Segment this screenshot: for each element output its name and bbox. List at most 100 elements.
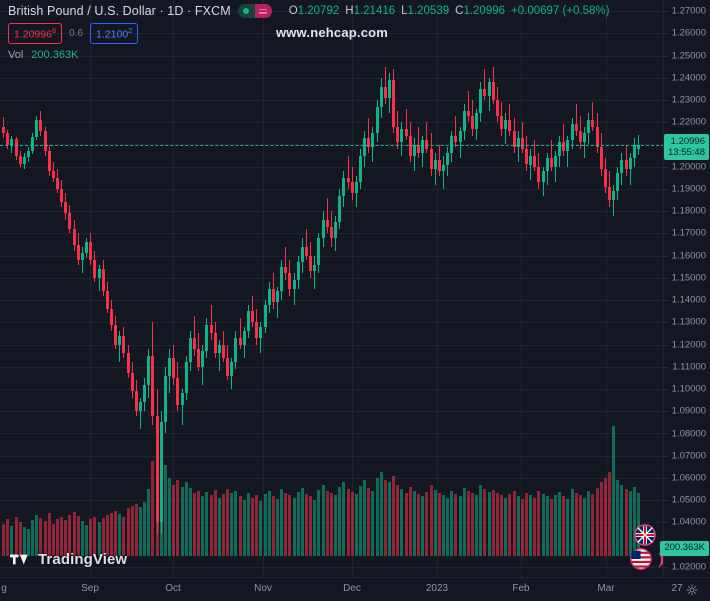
- volume-bar: [416, 494, 420, 556]
- candle-body: [63, 202, 67, 214]
- volume-bar: [9, 525, 13, 556]
- price-tick-mark: [664, 100, 668, 101]
- price-tick-label: 1.15000: [671, 272, 706, 284]
- volume-bar: [441, 495, 445, 556]
- watermark-text: www.nehcap.com: [275, 25, 389, 40]
- volume-bar: [346, 488, 350, 556]
- candle-body: [487, 82, 491, 96]
- price-tick-mark: [664, 33, 668, 34]
- chart-plot-area[interactable]: [0, 0, 664, 578]
- grid-line-horizontal: [0, 256, 664, 257]
- candle-body: [250, 311, 254, 323]
- candle-body: [470, 115, 474, 129]
- tradingview-mark-icon: [10, 552, 32, 567]
- grid-line-horizontal: [0, 389, 664, 390]
- price-tick-mark: [664, 522, 668, 523]
- price-tick-mark: [664, 411, 668, 412]
- price-tick-label: 1.07000: [671, 450, 706, 462]
- candle-body: [188, 337, 192, 363]
- candle-body: [142, 384, 146, 403]
- time-tick-label: 27: [671, 583, 683, 594]
- candle-body: [395, 126, 399, 143]
- volume-bar: [404, 493, 408, 556]
- candle-body: [92, 260, 96, 278]
- current-price-badge[interactable]: 1.20996 13:55:48: [664, 133, 709, 161]
- price-tick-label: 1.11000: [672, 361, 706, 373]
- price-scale[interactable]: 1.27000 1.26000 1.25000 1.24000 1.23000 1.220…: [660, 0, 710, 578]
- volume-bar: [221, 494, 225, 556]
- candle-body: [213, 333, 217, 354]
- candle-wick: [306, 228, 307, 261]
- chart-grid: [0, 0, 664, 578]
- volume-bar: [470, 493, 474, 556]
- volume-bar: [275, 498, 279, 556]
- volume-bar: [549, 498, 553, 556]
- candle-body: [209, 324, 213, 334]
- candle-wick: [468, 91, 469, 123]
- volume-bar: [399, 488, 403, 556]
- candle-body: [466, 111, 470, 116]
- gear-icon[interactable]: [686, 583, 698, 596]
- candle-body: [383, 86, 387, 98]
- candle-wick: [551, 140, 552, 172]
- volume-bar: [84, 524, 88, 556]
- price-tick-mark: [664, 256, 668, 257]
- candle-body: [246, 311, 250, 332]
- candle-body: [76, 244, 80, 261]
- grid-line-horizontal: [0, 278, 664, 279]
- volume-bar: [582, 497, 586, 556]
- candle-wick: [522, 122, 523, 154]
- candle-body: [375, 106, 379, 134]
- candle-body: [424, 140, 428, 149]
- volume-bar: [38, 518, 42, 556]
- volume-bar: [503, 497, 507, 556]
- grid-line-vertical: [173, 0, 174, 578]
- volume-bar: [362, 480, 366, 556]
- candle-body: [619, 160, 623, 174]
- grid-line-horizontal: [0, 345, 664, 346]
- volume-bar: [254, 495, 258, 556]
- candle-body: [565, 140, 569, 152]
- grid-line-horizontal: [0, 144, 664, 145]
- volume-bar: [171, 484, 175, 556]
- candle-body: [321, 220, 325, 238]
- candle-body: [105, 291, 109, 309]
- candle-body: [495, 100, 499, 116]
- candle-body: [337, 195, 341, 223]
- candle-wick: [592, 102, 593, 132]
- candle-body: [358, 155, 362, 183]
- uk-flag-button[interactable]: [634, 524, 656, 546]
- volume-bar: [88, 519, 92, 556]
- candle-body: [491, 82, 495, 101]
- price-tick-mark: [664, 567, 668, 568]
- candle-wick: [385, 66, 386, 105]
- grid-line-horizontal: [0, 456, 664, 457]
- candle-body: [362, 137, 366, 156]
- volume-bar: [632, 486, 636, 556]
- volume-bar: [370, 491, 374, 556]
- candle-body: [242, 331, 246, 345]
- volume-bar: [14, 517, 18, 556]
- candle-body: [346, 177, 350, 183]
- volume-bar: [420, 496, 424, 556]
- candle-wick: [294, 273, 295, 305]
- grid-line-horizontal: [0, 322, 664, 323]
- candle-body: [329, 226, 333, 238]
- time-scale[interactable]: g Sep Oct Nov Dec 2023 Feb Mar 27: [0, 577, 710, 600]
- price-tick-mark: [664, 211, 668, 212]
- volume-bar: [466, 491, 470, 556]
- volume-badge[interactable]: 200.363K: [660, 541, 709, 556]
- volume-bar: [412, 491, 416, 556]
- candle-wick: [426, 122, 427, 154]
- current-price-value: 1.20996: [670, 135, 705, 147]
- candle-body: [146, 355, 150, 385]
- tradingview-logo[interactable]: TradingView: [10, 551, 127, 568]
- candle-body: [287, 273, 291, 289]
- volume-bar: [312, 499, 316, 556]
- candle-body: [325, 220, 329, 227]
- candle-body: [200, 351, 204, 367]
- grid-line-vertical: [90, 0, 91, 578]
- volume-bar: [329, 493, 333, 556]
- candle-wick: [119, 331, 120, 363]
- grid-line-vertical: [263, 0, 264, 578]
